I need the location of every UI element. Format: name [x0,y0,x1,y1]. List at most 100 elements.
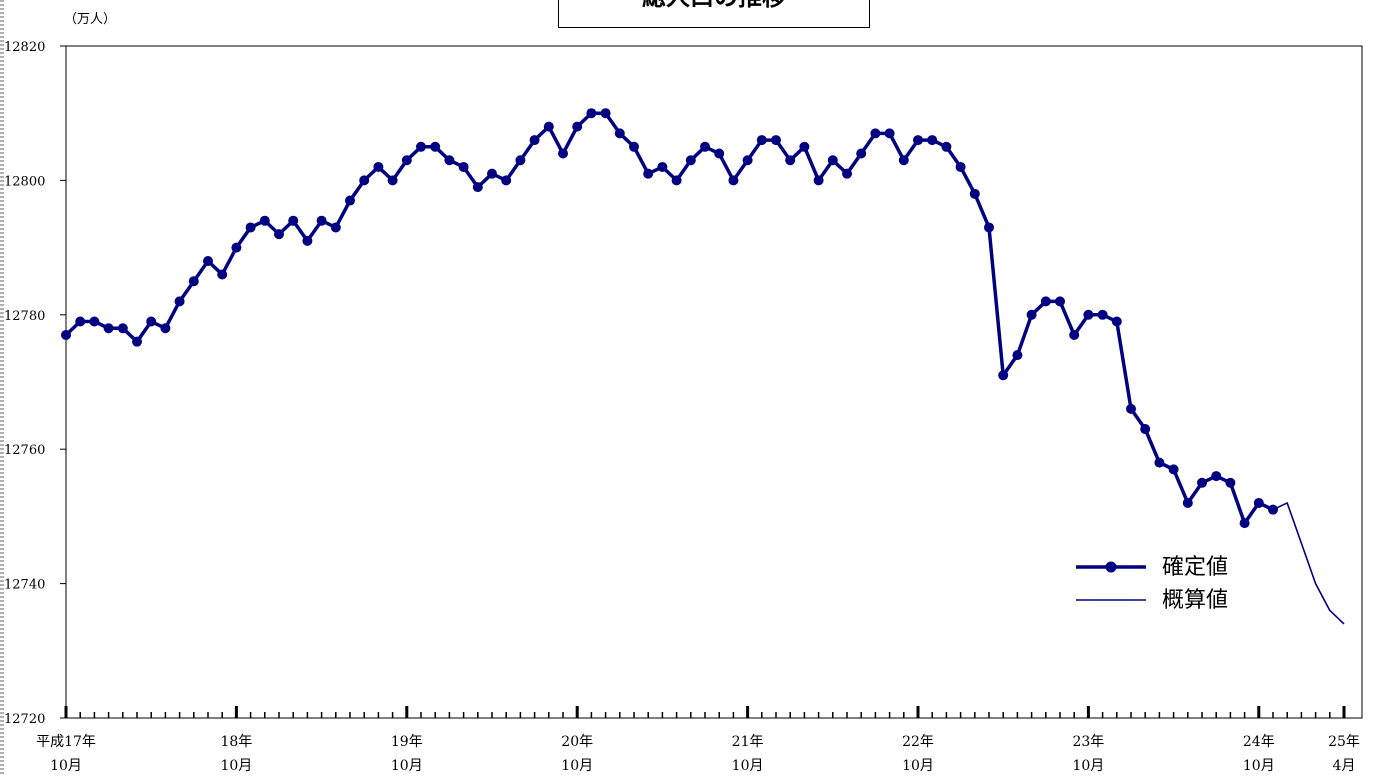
data-point-confirmed [870,128,881,139]
data-point-confirmed [913,135,923,146]
data-point-confirmed [430,141,441,152]
data-point-confirmed [1168,464,1179,475]
data-point-confirmed [827,155,838,166]
x-tick-label-year: 平成17年 [36,734,96,750]
data-point-confirmed [771,135,781,146]
data-point-confirmed [898,155,909,166]
data-point-confirmed [1026,309,1037,320]
y-axis-unit-label: （万人） [64,12,117,27]
data-point-confirmed [1069,329,1080,340]
data-point-confirmed [969,188,980,199]
data-point-confirmed [742,155,753,166]
data-point-confirmed [842,168,852,179]
x-tick-labels: 平成17年 10月 18年 10月 19年 10月 20年 10月 21年 10月 22年 10月 23… [36,734,1360,774]
data-point-confirmed [1197,477,1207,488]
data-point-confirmed [472,182,483,193]
data-point-confirmed [259,215,270,226]
data-point-confirmed [61,329,71,340]
data-point-confirmed [529,135,540,146]
data-point-confirmed [458,161,469,172]
x-tick-label-month: 10月 [391,758,423,774]
chart-title: 総人口の推移 [558,0,870,28]
data-point-confirmed [700,141,710,152]
y-tick-label: 12820 [4,40,45,55]
data-point-confirmed [75,316,86,327]
data-point-confirmed [373,161,384,172]
data-point-confirmed [274,229,284,240]
data-point-confirmed [1126,403,1136,414]
data-point-confirmed [643,168,654,179]
legend-marker-confirmed [1105,561,1117,573]
x-tick-label-year: 19年 [391,734,423,750]
data-point-confirmed [941,141,952,152]
data-point-confirmed [1211,471,1222,482]
data-point-confirmed [515,155,526,166]
data-point-confirmed [998,370,1009,381]
data-point-confirmed [245,222,256,233]
data-point-confirmed [927,135,938,146]
data-point-confirmed [217,269,228,280]
data-point-confirmed [572,121,583,132]
x-tick-label-month: 10月 [50,758,82,774]
data-point-confirmed [728,175,739,186]
y-tick-label: 12740 [4,578,45,593]
data-point-confirmed [302,235,313,246]
data-point-confirmed [288,215,299,226]
data-point-confirmed [685,155,696,166]
data-point-confirmed [89,316,100,327]
data-point-confirmed [487,168,497,179]
data-point-confirmed [813,175,824,186]
x-tick-label-month: 10月 [220,758,252,774]
data-point-confirmed [330,222,341,233]
data-point-confirmed [387,175,398,186]
x-tick-label-year: 23年 [1072,734,1104,750]
data-point-confirmed [785,155,796,166]
data-point-confirmed [132,336,142,347]
data-point-confirmed [1097,309,1108,320]
x-tick-label-year: 20年 [561,734,593,750]
x-tick-label-month: 10月 [732,758,764,774]
series-lines [61,108,1345,625]
data-point-confirmed [600,108,611,119]
data-point-confirmed [629,141,639,152]
data-point-confirmed [316,215,327,226]
data-point-confirmed [558,148,568,159]
data-point-confirmed [1182,497,1193,508]
data-point-confirmed [799,141,810,152]
data-point-confirmed [345,195,355,206]
x-tick-label-month: 4月 [1333,758,1356,774]
y-tick-labels: 12720 12740 12760 12780 12800 12820 [4,40,66,727]
data-point-confirmed [955,161,966,172]
data-point-confirmed [203,256,213,267]
data-point-confirmed [984,222,994,233]
x-tick-label-month: 10月 [902,758,934,774]
plot-area-frame [65,45,1363,719]
data-point-confirmed [756,135,767,146]
data-point-confirmed [1225,477,1236,488]
series-line-provisional [1272,502,1345,625]
data-point-confirmed [146,316,157,327]
data-point-confirmed [657,161,668,172]
data-point-confirmed [160,323,171,334]
data-point-confirmed [1111,316,1122,327]
data-point-confirmed [401,155,412,166]
data-point-confirmed [1040,296,1051,307]
x-tick-label-month: 10月 [1072,758,1104,774]
data-point-confirmed [1140,424,1151,435]
data-point-confirmed [1239,518,1250,529]
data-point-confirmed [1268,504,1278,515]
data-point-confirmed [1012,350,1023,361]
y-tick-label: 12780 [4,309,45,324]
data-point-confirmed [103,323,114,334]
data-point-confirmed [1253,497,1264,508]
data-point-confirmed [614,128,625,139]
data-point-confirmed [856,148,867,159]
x-tick-label-year: 24年 [1243,734,1275,750]
data-point-confirmed [359,175,370,186]
data-point-confirmed [501,175,512,186]
data-point-confirmed [1083,309,1094,320]
data-point-confirmed [444,155,455,166]
x-tick-label-year: 22年 [902,734,934,750]
